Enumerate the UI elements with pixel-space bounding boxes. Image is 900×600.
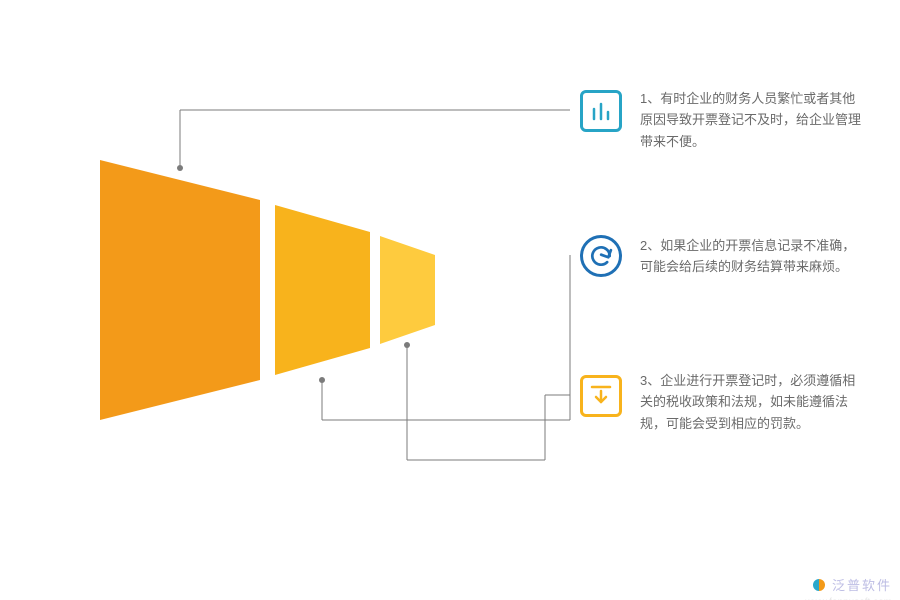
funnel-svg: [0, 0, 900, 600]
funnel-layer-1: [100, 160, 260, 420]
connector-dot-1: [177, 165, 183, 171]
connector-dot-2: [319, 377, 325, 383]
bar-chart-icon: [580, 90, 622, 132]
funnel-layer-3: [380, 236, 435, 344]
diagram-stage: 1、有时企业的财务人员繁忙或者其他原因导致开票登记不及时，给企业管理带来不便。 …: [0, 0, 900, 600]
connector-dot-3: [404, 342, 410, 348]
refresh-icon: [580, 235, 622, 277]
funnel-layer-2: [275, 205, 370, 375]
download-icon: [580, 375, 622, 417]
